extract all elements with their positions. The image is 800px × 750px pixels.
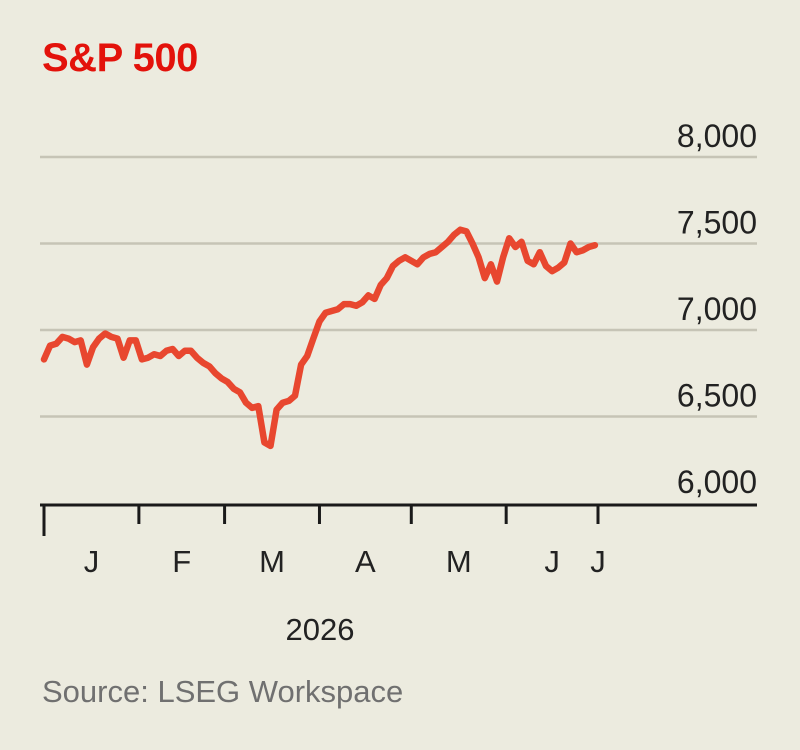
- source-note: Source: LSEG Workspace: [42, 674, 404, 709]
- series-line: [40, 226, 599, 450]
- x-month-label: M: [446, 544, 472, 579]
- x-month-label: J: [544, 544, 560, 579]
- y-tick-label: 6,000: [677, 464, 757, 500]
- y-tick-labels: 8,000 7,500 7,000 6,500 6,000: [677, 118, 757, 500]
- y-tick-label: 7,000: [677, 291, 757, 327]
- x-axis: [40, 503, 757, 536]
- gridlines: [40, 155, 757, 418]
- x-month-label: A: [355, 544, 376, 579]
- series-line-layer: [40, 226, 599, 450]
- x-month-label: J: [84, 544, 100, 579]
- y-tick-label: 8,000: [677, 118, 757, 154]
- x-month-label: F: [172, 544, 191, 579]
- y-tick-label: 7,500: [677, 205, 757, 241]
- x-month-label: M: [259, 544, 285, 579]
- y-tick-label: 6,500: [677, 378, 757, 414]
- x-month-label: J: [590, 544, 606, 579]
- chart-title: S&P 500: [42, 36, 198, 80]
- year-label: 2026: [286, 612, 355, 647]
